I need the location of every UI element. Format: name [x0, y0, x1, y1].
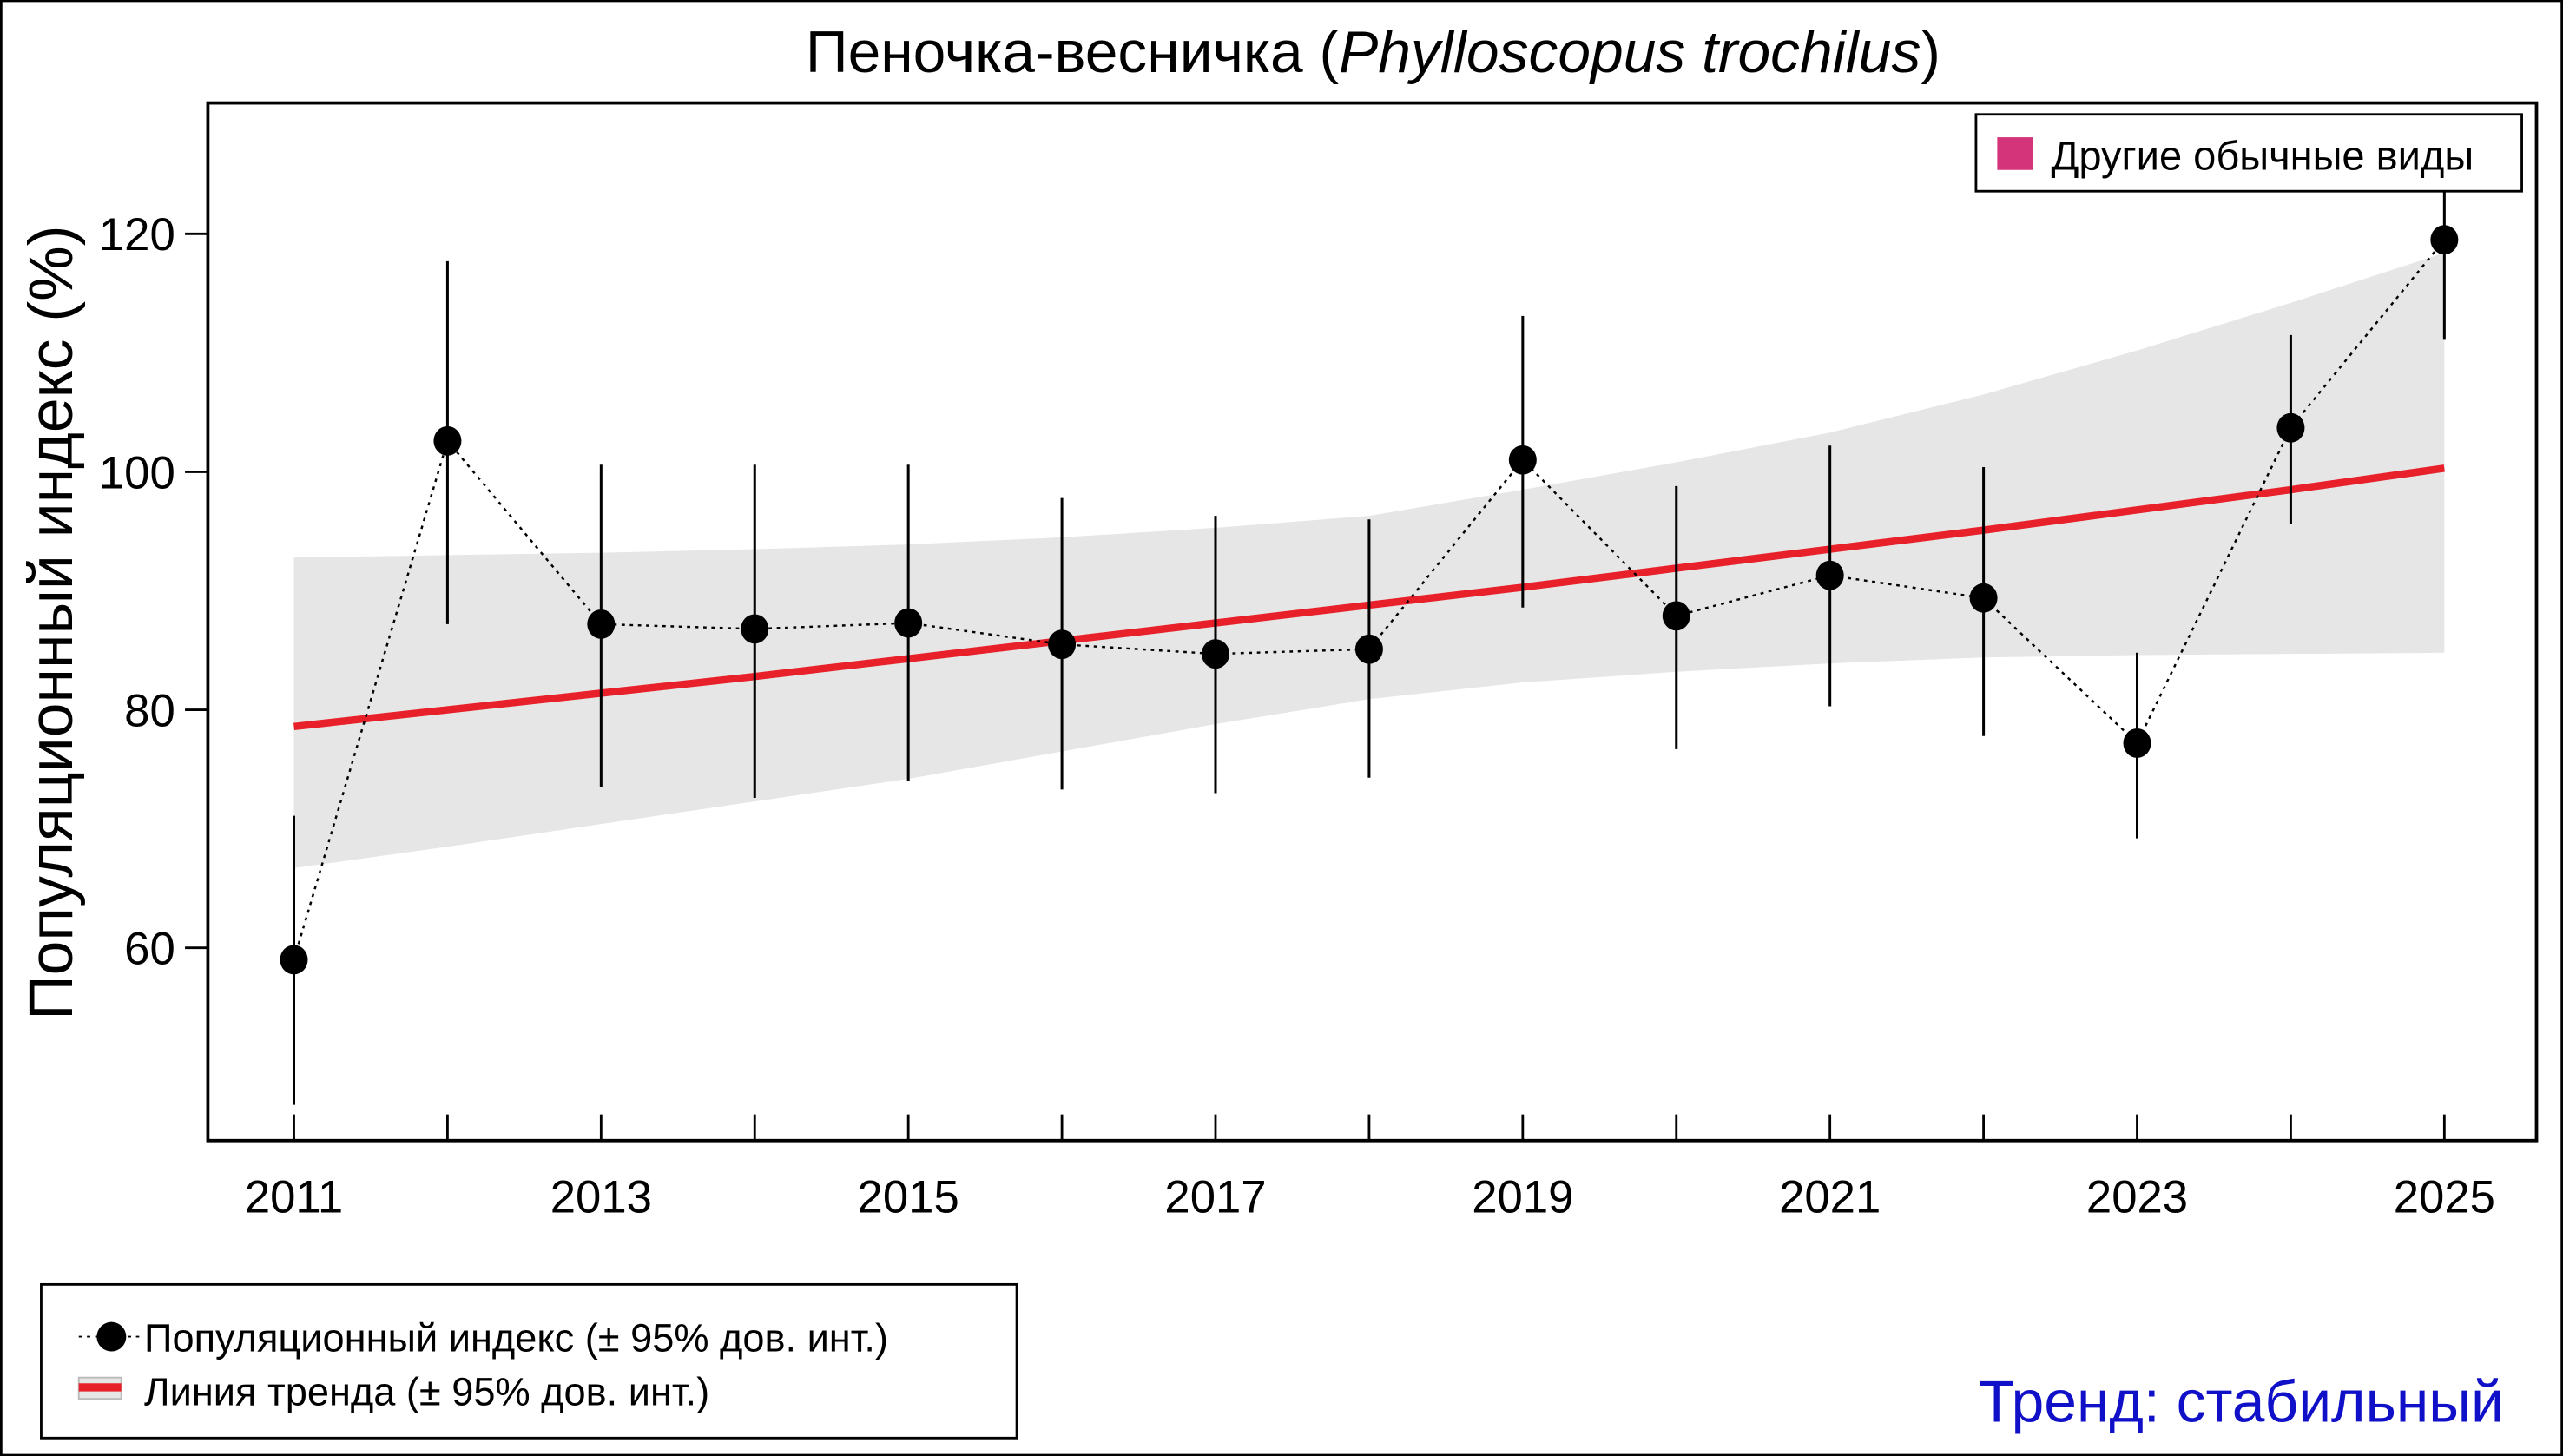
data-point-2012 — [433, 425, 462, 456]
other-species-swatch — [1997, 137, 2033, 170]
data-point-2025 — [2430, 225, 2459, 255]
legend-bottom: Популяционный индекс (± 95% дов. инт.) Л… — [40, 1282, 1018, 1440]
y-tick-label-100: 100 — [99, 447, 175, 498]
data-point-2024 — [2276, 412, 2305, 443]
data-point-2011 — [280, 945, 308, 975]
data-point-2020 — [1662, 601, 1690, 631]
chart-title: Пеночка-весничка (Phylloscopus trochilus… — [806, 20, 1940, 85]
y-tick-label-60: 60 — [124, 924, 175, 975]
legend-index-marker — [96, 1321, 127, 1352]
y-axis-label: Популяционный индекс (%) — [16, 225, 86, 1019]
x-tick-label-2019: 2019 — [1472, 1172, 1573, 1223]
x-tick-label-2025: 2025 — [2394, 1172, 2495, 1223]
legend-trend-label: Линия тренда (± 95% дов. инт.) — [144, 1370, 709, 1414]
legend-other-species: Другие обычные виды — [1974, 113, 2523, 193]
plot-content — [280, 138, 2459, 1105]
title-end: ) — [1921, 20, 1940, 85]
data-point-2022 — [1969, 583, 1998, 613]
index-dotted-line — [293, 239, 2446, 960]
x-axis: 2011 2013 2015 2017 2019 2021 2023 2025 — [245, 1114, 2495, 1223]
x-tick-label-2017: 2017 — [1164, 1172, 1266, 1223]
data-point-2017 — [1202, 639, 1230, 669]
data-point-2023 — [2123, 728, 2151, 758]
x-tick-label-2015: 2015 — [858, 1172, 959, 1223]
data-point-2018 — [1354, 634, 1383, 664]
plot-area — [280, 138, 2459, 1105]
x-tick-label-2021: 2021 — [1779, 1172, 1881, 1223]
data-point-2015 — [894, 608, 923, 638]
title-main: Пеночка-весничка ( — [806, 20, 1340, 85]
data-point-2014 — [741, 614, 769, 644]
trend-status: Тренд: стабильный — [1979, 1369, 2504, 1434]
title-latin: Phylloscopus trochilus — [1339, 20, 1921, 85]
legend-index-label: Популяционный индекс (± 95% дов. инт.) — [144, 1316, 888, 1360]
data-point-2021 — [1815, 560, 1844, 590]
x-tick-label-2023: 2023 — [2086, 1172, 2188, 1223]
data-point-2019 — [1508, 445, 1537, 475]
y-tick-label-80: 80 — [124, 685, 175, 736]
plot-frame — [206, 101, 2539, 1143]
y-tick-label-120: 120 — [99, 209, 175, 260]
y-axis: 60 80 100 120 — [99, 209, 208, 975]
data-point-2013 — [587, 609, 616, 639]
x-tick-label-2013: 2013 — [550, 1172, 652, 1223]
x-tick-label-2011: 2011 — [245, 1172, 343, 1223]
data-point-2016 — [1048, 629, 1077, 660]
other-species-label: Другие обычные виды — [2051, 133, 2474, 179]
